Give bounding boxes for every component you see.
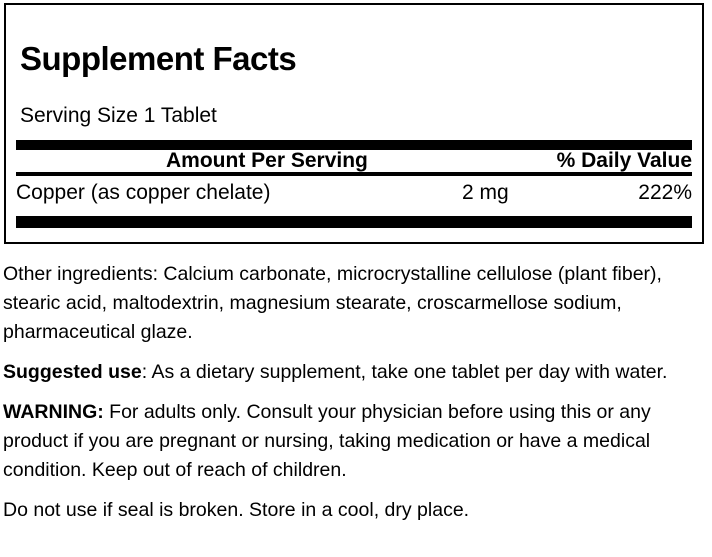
warning-lead: WARNING:	[3, 401, 104, 423]
warning-text: WARNING: For adults only. Consult your p…	[3, 398, 711, 485]
serving-size-text: Serving Size 1 Tablet	[20, 104, 217, 127]
suggested-use-text: Suggested use: As a dietary supplement, …	[3, 358, 711, 387]
label-body-text: Other ingredients: Calcium carbonate, mi…	[3, 246, 711, 525]
other-ingredients-text: Other ingredients: Calcium carbonate, mi…	[3, 263, 662, 343]
nutrient-name: Copper (as copper chelate)	[16, 181, 271, 204]
panel-title: Supplement Facts	[20, 40, 297, 77]
divider-thick-top	[16, 140, 692, 150]
supplement-facts-panel: Supplement Facts Serving Size 1 Tablet A…	[4, 3, 704, 244]
suggested-use-rest: : As a dietary supplement, take one tabl…	[141, 361, 668, 383]
nutrient-daily-value: 222%	[638, 181, 692, 204]
nutrient-row-copper: Copper (as copper chelate) 2 mg 222%	[16, 180, 692, 206]
suggested-use-lead: Suggested use	[3, 361, 142, 383]
warning-rest: For adults only. Consult your physician …	[3, 401, 651, 481]
divider-thick-bottom	[16, 216, 692, 228]
column-header-row: Amount Per Serving % Daily Value	[16, 150, 692, 172]
divider-thin	[16, 172, 692, 176]
nutrient-amount: 2 mg	[462, 181, 509, 204]
amount-per-serving-header: Amount Per Serving	[166, 149, 368, 172]
daily-value-header: % Daily Value	[556, 149, 692, 172]
storage-text: Do not use if seal is broken. Store in a…	[3, 499, 470, 521]
